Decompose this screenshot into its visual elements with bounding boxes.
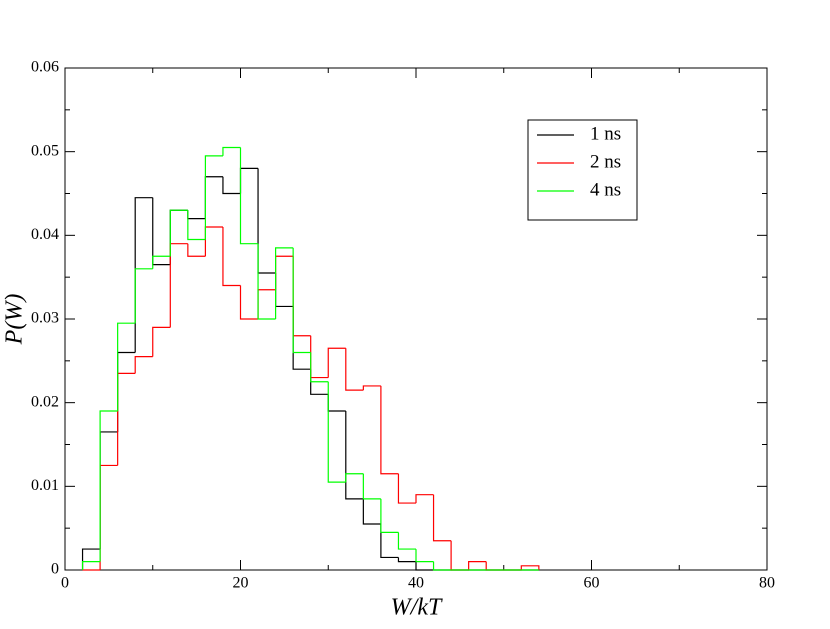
histogram-bin [117, 372, 136, 466]
histogram-bin [432, 494, 452, 542]
y-tick-label: 0.02 [31, 393, 59, 410]
histogram-bin [292, 247, 311, 354]
histogram-bin [239, 285, 259, 320]
histogram-bin [345, 411, 364, 500]
histogram-bin [327, 381, 346, 483]
y-tick-label: 0.06 [31, 59, 59, 76]
histogram-bin [450, 540, 469, 571]
histogram-bin [310, 335, 329, 379]
histogram-bin [204, 155, 223, 240]
histogram-bin [292, 306, 311, 370]
y-tick-label: 0.04 [31, 226, 59, 243]
histogram-bin [222, 226, 241, 287]
histogram-bin [380, 498, 399, 533]
histogram-bin [397, 532, 416, 550]
histogram-bin [152, 197, 171, 266]
histogram-bin [117, 322, 136, 412]
histogram-bin [327, 347, 346, 378]
histogram-bin [345, 348, 364, 391]
histogram-bin [81, 548, 101, 570]
histogram-bin [187, 210, 206, 241]
histogram-bin [415, 494, 434, 504]
x-tick-label: 80 [759, 575, 775, 592]
y-tick-label: 0.05 [31, 142, 59, 159]
legend-label: 4 ns [590, 179, 621, 200]
histogram-bin [257, 168, 276, 274]
histogram-bin [327, 394, 346, 412]
histogram-bin [239, 167, 259, 194]
histogram-bin [99, 464, 118, 570]
histogram-bin [169, 209, 188, 265]
x-tick-label: 40 [408, 575, 424, 592]
y-tick-label: 0.01 [31, 477, 59, 494]
legend-box [527, 119, 638, 221]
histogram-bin [152, 326, 171, 357]
histogram-bin [275, 255, 294, 290]
histogram-bin [397, 473, 416, 504]
histogram-bin [485, 561, 504, 571]
histogram-bin [222, 146, 241, 156]
histogram-bin [169, 209, 188, 257]
histogram-bin [310, 352, 329, 383]
histogram-bin [362, 385, 381, 391]
histogram-bin [134, 197, 153, 353]
x-tick-label: 0 [61, 575, 69, 592]
histogram-bin [362, 473, 381, 500]
histogram-bin [99, 410, 118, 562]
histogram-bin [257, 289, 276, 319]
histogram-bin [187, 243, 206, 257]
histogram-bin [380, 523, 399, 559]
histogram-bin [415, 561, 434, 571]
histogram-bin [468, 561, 487, 570]
histogram-bin [134, 268, 153, 324]
histogram-bin [152, 255, 171, 269]
y-tick-label: 0.03 [31, 310, 59, 327]
histogram-bin [362, 498, 381, 525]
histogram-bin [292, 256, 311, 337]
x-tick-label: 60 [584, 575, 600, 592]
y-tick-label: 0 [51, 561, 59, 578]
histogram-bin [169, 243, 188, 328]
histogram-bin [222, 176, 241, 195]
histogram-bin [239, 147, 259, 245]
histogram-bin [415, 549, 434, 563]
histogram-bin [204, 176, 223, 219]
legend-label: 1 ns [590, 123, 621, 144]
legend-label: 2 ns [590, 151, 621, 172]
histogram-bin [117, 351, 136, 432]
histogram-bin [99, 431, 118, 550]
histogram-bin [380, 385, 399, 475]
histogram-bin [204, 226, 223, 257]
x-tick-label: 20 [233, 575, 249, 592]
histogram-bin [81, 561, 101, 570]
histogram-bin [345, 473, 364, 483]
histogram-bin [134, 356, 153, 374]
histogram-bin [520, 565, 540, 570]
histogram-bin [397, 557, 416, 563]
histogram-bin [275, 272, 294, 308]
y-axis-label: P(W) [2, 294, 28, 346]
x-axis-label: W/kT [391, 595, 443, 621]
histogram-bin [187, 210, 206, 220]
histogram-bin [432, 561, 452, 571]
histogram-bin [257, 243, 276, 320]
histogram-bin [275, 247, 294, 319]
